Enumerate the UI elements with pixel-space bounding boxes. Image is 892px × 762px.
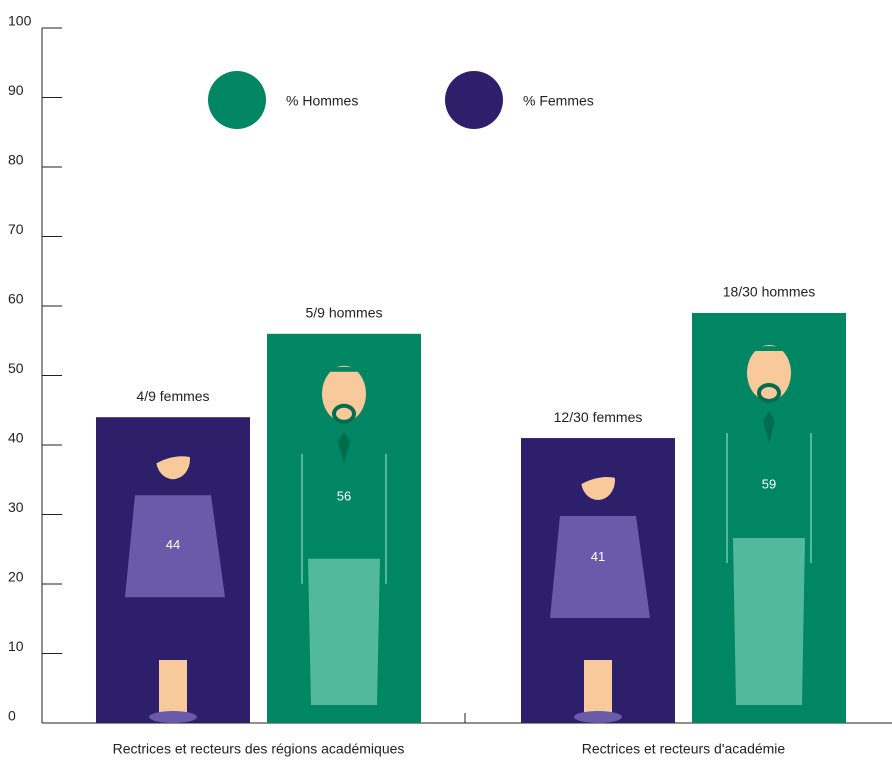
y-tick-label: 80: [8, 152, 24, 168]
bar-value-label: 56: [337, 489, 351, 504]
figure-hair: [578, 459, 616, 487]
bar-annotation: 4/9 femmes: [136, 388, 209, 404]
y-tick-label: 10: [8, 638, 24, 654]
figure-legs: [584, 660, 612, 715]
bar-value-label: 59: [762, 477, 776, 492]
figure-body: [550, 516, 650, 619]
figure: [301, 365, 387, 705]
figure-tie: [338, 431, 350, 464]
legend-label: % Femmes: [523, 93, 594, 109]
figure-beard: [757, 382, 781, 403]
y-tick-label: 100: [8, 13, 32, 29]
figure-head: [747, 344, 791, 401]
figure-hair: [322, 366, 366, 372]
figure-beard: [332, 403, 356, 424]
x-tick-label: Rectrices et recteurs d'académie: [582, 741, 786, 757]
y-tick-label: 90: [8, 82, 24, 98]
y-tick-label: 40: [8, 430, 24, 446]
bar-value-label: 41: [591, 549, 605, 564]
figure-body: [125, 495, 225, 598]
y-tick-label: 30: [8, 499, 24, 515]
bar-annotation: 5/9 hommes: [305, 305, 382, 321]
figure-trousers: [733, 537, 805, 705]
legend-swatch: [208, 71, 266, 129]
figure: [726, 344, 812, 705]
bar-annotation: 12/30 femmes: [554, 409, 643, 425]
bar-value-label: 44: [166, 537, 180, 552]
figure-hair: [153, 438, 191, 466]
y-tick-label: 0: [8, 708, 16, 724]
y-tick-label: 20: [8, 569, 24, 585]
figure-shoes: [574, 711, 622, 723]
y-tick-label: 60: [8, 291, 24, 307]
figure-hair: [747, 345, 791, 351]
figure-tie: [763, 410, 775, 443]
legend-swatch: [445, 71, 503, 129]
figure-shoes: [149, 711, 197, 723]
figure-legs: [159, 660, 187, 715]
figure: [125, 438, 225, 723]
legend-label: % Hommes: [286, 93, 358, 109]
figure-trousers: [308, 558, 380, 705]
bar-annotation: 18/30 hommes: [723, 284, 816, 300]
figure: [550, 459, 650, 723]
y-tick-label: 70: [8, 221, 24, 237]
x-tick-label: Rectrices et recteurs des régions académ…: [113, 741, 405, 757]
figure-head: [322, 365, 366, 422]
y-tick-label: 50: [8, 360, 24, 376]
